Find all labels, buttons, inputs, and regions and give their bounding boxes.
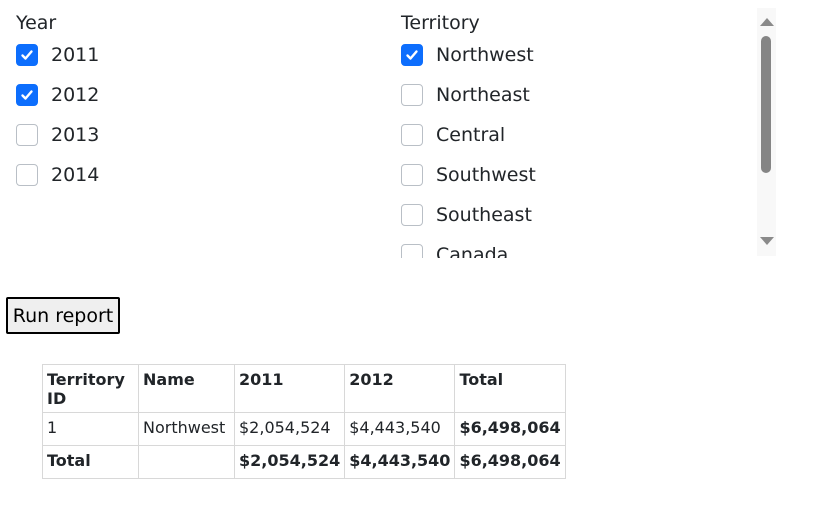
territory-option-label: Southeast [436,204,532,226]
cell-2011: $2,054,524 [233,412,346,446]
filters-panel: Year 2011 2012 2013 2014 Territory North… [16,0,776,258]
year-checkbox-2013[interactable] [16,124,38,146]
territory-option-canada[interactable]: Canada [401,242,508,258]
column-header-territory-id: Territory ID [42,364,139,413]
territory-option-southeast[interactable]: Southeast [401,202,532,228]
table-total-row: Total $2,054,524 $4,443,540 $6,498,064 [42,445,566,479]
year-option-label: 2012 [51,84,100,106]
cell-2012: $4,443,540 [344,412,456,446]
cell-territory-id: 1 [42,412,139,446]
year-checkbox-2012[interactable] [16,84,38,106]
table-row: 1 Northwest $2,054,524 $4,443,540 $6,498… [42,412,566,446]
cell-name: Northwest [138,412,235,446]
territory-option-label: Northwest [436,44,534,66]
territory-option-label: Northeast [436,84,530,106]
territory-checkbox-central[interactable] [401,124,423,146]
year-option-2012[interactable]: 2012 [16,82,99,108]
cell-total: $6,498,064 [454,412,566,446]
check-icon [21,50,33,60]
territory-filter-list[interactable]: Territory Northwest Northeast Central So… [398,0,776,258]
territory-option-label: Canada [436,244,509,258]
territory-scrollbar[interactable] [757,8,776,256]
scroll-down-arrow-icon[interactable] [760,237,774,245]
territory-checkbox-southwest[interactable] [401,164,423,186]
territory-option-southwest[interactable]: Southwest [401,162,536,188]
year-option-label: 2014 [51,164,100,186]
territory-option-northeast[interactable]: Northeast [401,82,530,108]
territory-option-label: Central [436,124,506,146]
year-filter-label: Year [16,12,57,34]
scroll-up-arrow-icon[interactable] [760,18,774,26]
column-header-2011: 2011 [233,364,346,413]
year-option-2013[interactable]: 2013 [16,122,99,148]
total-row-name [138,445,235,479]
year-option-2011[interactable]: 2011 [16,42,99,68]
territory-checkbox-canada[interactable] [401,244,423,258]
total-row-2012: $4,443,540 [344,445,456,479]
territory-checkbox-northwest[interactable] [401,44,423,66]
year-option-label: 2013 [51,124,100,146]
year-option-label: 2011 [51,44,100,66]
scrollbar-thumb[interactable] [761,36,771,173]
check-icon [21,90,33,100]
total-row-label: Total [42,445,139,479]
run-report-button[interactable]: Run report [6,297,120,334]
table-header-row: Territory ID Name 2011 2012 Total [42,364,566,413]
check-icon [406,50,418,60]
territory-option-central[interactable]: Central [401,122,505,148]
year-checkbox-2014[interactable] [16,164,38,186]
territory-checkbox-southeast[interactable] [401,204,423,226]
territory-filter-label: Territory [401,12,480,34]
territory-checkbox-northeast[interactable] [401,84,423,106]
year-checkbox-2011[interactable] [16,44,38,66]
total-row-total: $6,498,064 [454,445,566,479]
total-row-2011: $2,054,524 [233,445,346,479]
column-header-name: Name [138,364,235,413]
territory-option-northwest[interactable]: Northwest [401,42,534,68]
column-header-2012: 2012 [344,364,456,413]
year-option-2014[interactable]: 2014 [16,162,99,188]
territory-option-label: Southwest [436,164,536,186]
report-table: Territory ID Name 2011 2012 Total 1 Nort… [42,364,566,479]
column-header-total: Total [454,364,566,413]
